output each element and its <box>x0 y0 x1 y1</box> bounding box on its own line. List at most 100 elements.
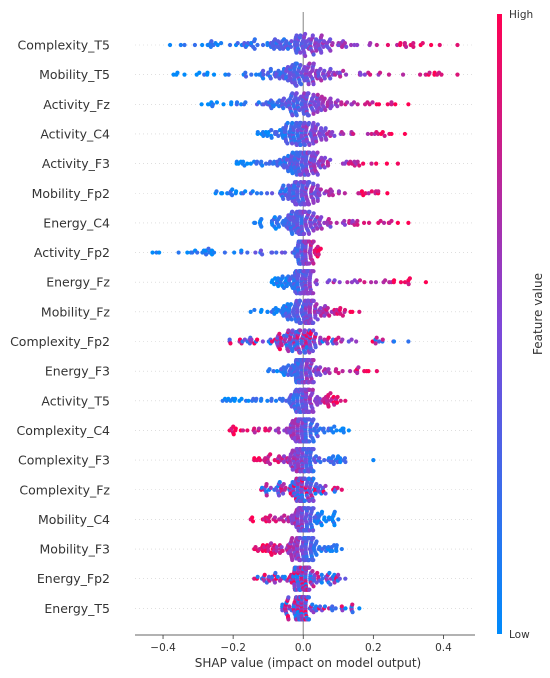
shap-point <box>340 337 345 342</box>
shap-point <box>259 217 264 222</box>
shap-point <box>263 426 268 431</box>
shap-point <box>427 70 432 75</box>
x-tick-label: 0.4 <box>435 642 452 654</box>
shap-point <box>319 215 324 220</box>
shap-point <box>406 282 411 287</box>
shap-point <box>269 339 275 344</box>
shap-point <box>255 574 260 579</box>
shap-point <box>307 439 312 444</box>
shap-point <box>332 278 337 283</box>
shap-point <box>406 220 411 225</box>
shap-point <box>310 33 315 38</box>
shap-point <box>195 250 200 255</box>
shap-point <box>307 587 312 592</box>
shap-point <box>267 519 272 524</box>
shap-point <box>319 33 324 38</box>
feature-label: Mobility_Fz <box>41 304 111 319</box>
shap-point <box>318 365 323 370</box>
shap-point <box>167 42 173 48</box>
shap-point <box>311 82 316 87</box>
shap-point <box>371 458 376 463</box>
shap-point <box>418 72 423 77</box>
shap-point <box>356 365 361 370</box>
shap-point <box>294 91 299 96</box>
shap-point <box>357 278 363 283</box>
shap-point <box>347 369 353 374</box>
colorbar-low-label: Low <box>509 629 530 641</box>
shap-point <box>229 100 234 105</box>
shap-point <box>281 96 287 101</box>
shap-point <box>270 250 275 255</box>
shap-point <box>288 302 293 307</box>
feature-label: Activity_F3 <box>42 156 110 171</box>
shap-point <box>294 113 299 118</box>
shap-point <box>338 305 343 311</box>
shap-point <box>254 191 260 196</box>
shap-point <box>325 341 330 346</box>
data-points <box>150 31 460 622</box>
shap-point <box>357 606 362 611</box>
shap-point <box>321 39 327 44</box>
shap-point <box>254 396 259 401</box>
shap-point <box>178 42 183 48</box>
shap-point <box>252 426 257 431</box>
shap-point <box>175 70 180 75</box>
shap-point <box>336 517 341 522</box>
shap-point <box>342 218 347 224</box>
shap-point <box>279 343 284 348</box>
shap-point <box>315 402 320 407</box>
shap-point <box>336 189 342 194</box>
shap-point <box>250 189 255 194</box>
shap-point <box>265 41 270 46</box>
shap-point <box>341 426 346 431</box>
shap-point <box>355 102 360 107</box>
shap-point <box>318 459 323 465</box>
shap-point <box>373 341 378 346</box>
shap-point <box>319 137 324 142</box>
shap-point <box>298 142 303 148</box>
shap-point <box>250 519 256 524</box>
shap-point <box>342 191 347 196</box>
shap-point <box>268 426 273 431</box>
shap-point <box>336 335 341 340</box>
shap-point <box>277 215 282 220</box>
shap-point <box>343 576 348 581</box>
shap-point <box>319 509 325 514</box>
shap-point <box>307 476 312 481</box>
shap-point <box>289 39 294 44</box>
shap-point <box>290 231 295 236</box>
shap-point <box>310 387 315 392</box>
shap-point <box>306 113 311 118</box>
shap-point <box>290 328 295 333</box>
shap-point <box>338 456 343 461</box>
shap-point <box>395 161 400 166</box>
shap-point <box>307 61 312 66</box>
shap-point <box>306 120 312 126</box>
x-tick-label: −0.2 <box>220 642 246 654</box>
shap-point <box>332 523 337 528</box>
shap-point <box>355 218 360 224</box>
shap-point <box>355 42 360 48</box>
shap-point <box>211 250 217 255</box>
shap-point <box>330 41 335 46</box>
shap-point <box>374 42 379 48</box>
colorbar-title: Feature value <box>531 273 545 355</box>
shap-point <box>322 545 327 550</box>
shap-point <box>313 491 318 496</box>
feature-label: Mobility_T5 <box>39 67 110 82</box>
shap-point <box>328 391 333 396</box>
feature-label: Mobility_Fp2 <box>32 186 110 201</box>
shap-point <box>290 448 295 453</box>
shap-point <box>274 129 279 135</box>
shap-point <box>270 100 275 105</box>
shap-point <box>287 604 292 609</box>
shap-point <box>282 574 287 579</box>
feature-label: Complexity_T5 <box>18 38 110 53</box>
shap-point <box>325 305 330 311</box>
shap-point <box>342 41 348 46</box>
shap-point <box>357 309 362 314</box>
shap-point <box>248 309 253 314</box>
shap-point <box>252 37 257 42</box>
shap-point <box>332 509 337 514</box>
shap-point <box>332 424 337 429</box>
